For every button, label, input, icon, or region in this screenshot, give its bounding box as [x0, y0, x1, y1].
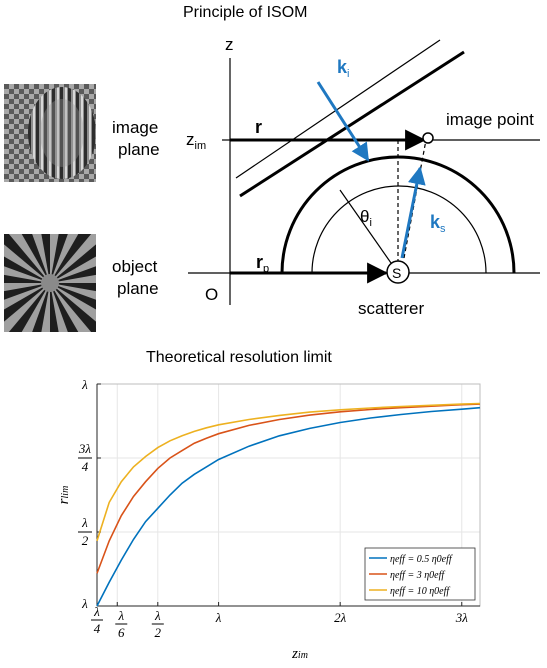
y-tick-label-num: λ: [81, 515, 88, 530]
scatterer-marker: [386, 260, 410, 284]
z-im-label: zim: [186, 130, 206, 152]
isom-geometry-diagram: z O zim r rp ki ks θi image point scatte…: [186, 35, 540, 318]
x-tick-label-num: λ: [154, 608, 161, 623]
y-tick-label-den: 2: [82, 533, 89, 548]
y-axis-label: rlim: [56, 486, 72, 505]
series-line-1: [96, 406, 481, 607]
x-tick-label: λ: [215, 610, 222, 625]
legend-entry-1: ηeff = 0.5 η0eff: [390, 554, 453, 565]
x-tick-label-num: λ: [93, 604, 100, 619]
image-point-dashed-line: [403, 139, 427, 259]
y-tick-label: λ: [81, 596, 88, 611]
legend-entry-2: ηeff = 3 η0eff: [390, 570, 445, 581]
object-plane-thumbnail: [4, 234, 96, 332]
x-tick-label: 2λ: [334, 610, 347, 625]
ks-vector-label: ks: [430, 212, 446, 235]
diagram-title: Principle of ISOM: [183, 4, 308, 21]
series-line-3: [96, 402, 481, 542]
image-point-marker: [422, 132, 434, 144]
ks-vector: [400, 166, 426, 259]
rp-vector-label: rp: [256, 252, 269, 275]
image-point-label: image point: [446, 110, 534, 129]
x-tick-label-den: 2: [155, 625, 162, 640]
legend-entry-3: ηeff = 10 η0eff: [390, 586, 450, 597]
theta-line: [339, 189, 399, 274]
series-line-2: [96, 403, 481, 574]
wavefront-thin: [235, 39, 441, 179]
image-plane-thumbnail: [4, 84, 96, 182]
object-plane-label-2: plane: [117, 279, 159, 298]
x-tick-label-den: 6: [118, 625, 125, 640]
object-plane-label-1: object: [112, 257, 158, 276]
r-vector-label: r: [255, 117, 262, 137]
x-axis-label: zim: [291, 646, 308, 662]
ewald-semicircle-inner: [311, 185, 487, 274]
y-tick-label-num: 3λ: [78, 441, 92, 456]
theta-label: θi: [360, 207, 372, 229]
x-tick-label: 3λ: [455, 610, 469, 625]
y-tick-label: λ: [81, 377, 88, 392]
x-tick-label-den: 4: [94, 621, 101, 636]
ki-vector: [316, 81, 370, 162]
scatterer-label: scatterer: [358, 299, 424, 318]
image-plane-label-2: plane: [118, 140, 160, 159]
y-tick-label-den: 4: [82, 459, 89, 474]
wavefront-thick: [239, 50, 465, 198]
image-plane-label-1: image: [112, 118, 159, 137]
x-tick-label-num: λ: [117, 608, 124, 623]
origin-label: O: [205, 285, 218, 304]
z-axis-label: z: [225, 35, 234, 54]
ki-vector-label: ki: [337, 57, 349, 80]
scatterer-s-label: S: [392, 265, 401, 281]
chart-title: Theoretical resolution limit: [146, 349, 332, 366]
